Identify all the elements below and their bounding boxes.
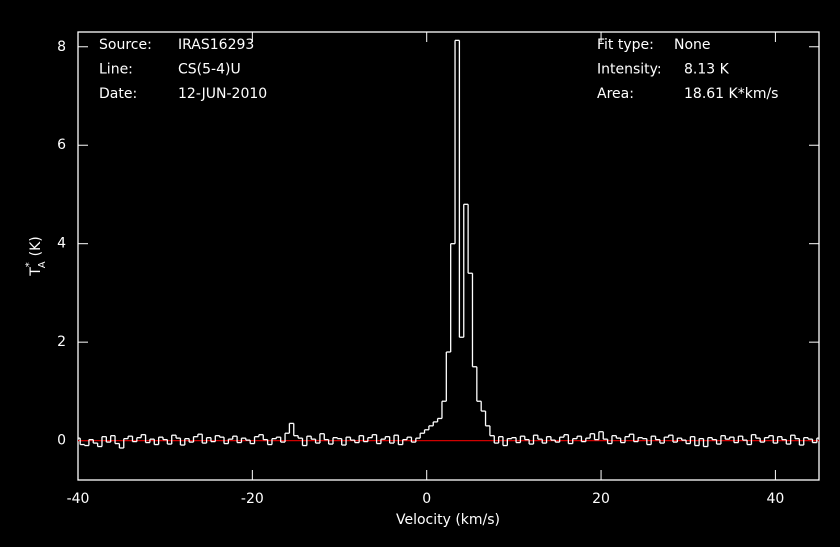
y-label-base: T [28,267,44,277]
annotation-key: Line: [99,62,133,78]
annotation-key: Date: [99,86,137,102]
y-label-unit: (K) [28,236,44,256]
y-label-sub: A [37,261,48,268]
x-tick-label: 0 [422,491,431,507]
annotation-key: Area: [597,86,634,102]
annotation-value: 12-JUN-2010 [178,86,267,102]
x-tick-label: -40 [67,491,90,507]
annotation-value: CS(5-4)U [178,62,241,78]
x-tick-label: 20 [592,491,610,507]
y-tick-label: 0 [57,433,66,449]
y-tick-label: 8 [57,39,66,55]
x-axis-label: Velocity (km/s) [396,512,500,528]
y-tick-label: 2 [57,334,66,350]
annotation-key: Intensity: [597,62,662,78]
y-tick-label: 6 [57,137,66,153]
annotation-value: 8.13 K [684,62,730,78]
y-label-sup: * [24,262,35,267]
y-axis-label-text: T* A (K) [24,236,48,277]
annotation-value: 18.61 K*km/s [684,86,778,102]
plot-frame [77,31,820,481]
annotation-value: IRAS16293 [178,37,254,53]
x-tick-label: -20 [241,491,264,507]
y-axis-label: T* A (K) [24,236,48,277]
x-tick-label: 40 [766,491,784,507]
y-tick-label: 4 [57,236,66,252]
annotation-value: None [674,37,711,53]
annotation-key: Fit type: [597,37,654,53]
annotation-key: Source: [99,37,152,53]
